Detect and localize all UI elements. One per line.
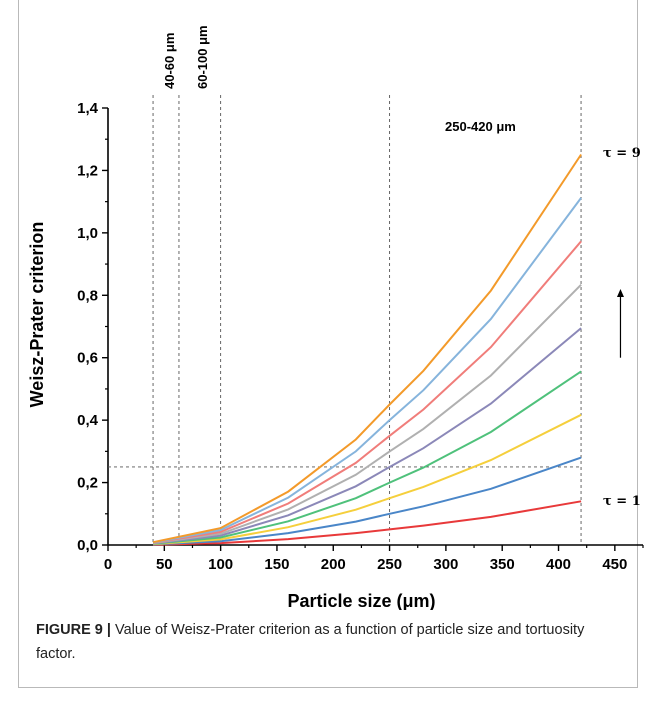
y-tick-label: 0,8 bbox=[77, 287, 98, 304]
x-tick-label: 50 bbox=[156, 556, 173, 573]
tau-bottom-label: τ = 1 bbox=[603, 494, 641, 509]
y-tick-label: 1,2 bbox=[77, 162, 98, 179]
y-tick-label: 0,4 bbox=[77, 412, 99, 429]
series-line-1 bbox=[153, 500, 582, 546]
x-axis-title: Particle size (μm) bbox=[287, 591, 435, 610]
y-tick-label: 1,0 bbox=[77, 225, 98, 242]
annotation-40-60: 40-60 μm bbox=[162, 33, 177, 89]
y-tick-label: 0,2 bbox=[77, 475, 98, 492]
caption-text: Value of Weisz-Prater criterion as a fun… bbox=[36, 622, 585, 662]
y-tick-label: 0,0 bbox=[77, 537, 98, 554]
series-line-3 bbox=[153, 413, 582, 546]
x-tick-label: 400 bbox=[546, 556, 571, 573]
x-tick-label: 0 bbox=[104, 556, 112, 573]
series-line-6 bbox=[152, 283, 582, 545]
tau-top-label: τ = 9 bbox=[603, 146, 641, 161]
line-chart: 0,0 0,2 0,4 0,6 0,8 1,0 1,2 1,4 0 50 100 150 200 250 3… bbox=[27, 25, 644, 610]
x-tick-label: 200 bbox=[321, 556, 346, 573]
trend-arrow-head bbox=[616, 289, 624, 298]
series-line-4 bbox=[153, 370, 582, 545]
y-tick-label: 0,6 bbox=[77, 350, 98, 367]
series-line-8 bbox=[152, 197, 582, 544]
figure-caption: FIGURE 9 | Value of Weisz-Prater criteri… bbox=[36, 618, 626, 666]
caption-label: FIGURE 9 | bbox=[36, 622, 111, 638]
series-line-7 bbox=[152, 240, 582, 544]
annotation-250-420: 250-420 μm bbox=[445, 119, 516, 134]
x-tick-label: 250 bbox=[377, 556, 402, 573]
x-tick-label: 100 bbox=[208, 556, 233, 573]
series-line-5 bbox=[152, 327, 582, 545]
y-axis-title: Weisz-Prater criterion bbox=[27, 222, 47, 408]
x-tick-label: 300 bbox=[433, 556, 458, 573]
series-line-2 bbox=[153, 456, 582, 546]
y-tick-label: 1,4 bbox=[77, 100, 99, 117]
annotation-60-100: 60-100 μm bbox=[195, 25, 210, 89]
x-tick-label: 150 bbox=[264, 556, 289, 573]
figure-frame bbox=[18, 0, 638, 688]
x-tick-label: 350 bbox=[490, 556, 515, 573]
series-line-9 bbox=[152, 153, 582, 544]
x-tick-label: 450 bbox=[602, 556, 627, 573]
